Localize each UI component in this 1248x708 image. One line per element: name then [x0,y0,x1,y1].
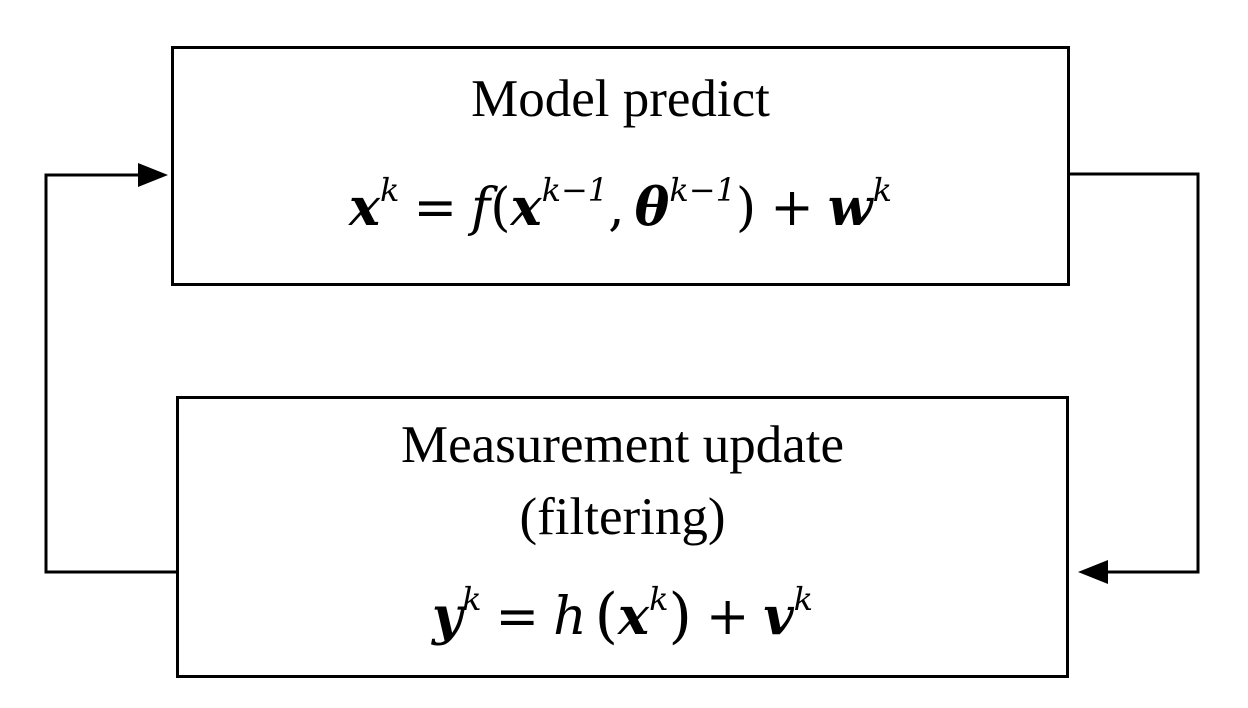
open-paren: ( [594,581,619,651]
model-predict-box: Model predict xk = f(xk−1, θk−1) + wk [171,46,1070,286]
measurement-update-title: Measurement update [401,416,844,474]
plus-sign: + [770,178,814,238]
state-lhs-superscript: k [380,171,400,209]
transition-function-f: f [471,178,491,238]
filtering-subtitle: (filtering) [519,488,726,546]
predict-to-update-connector [1070,172,1200,574]
model-predict-title: Model predict [471,70,770,128]
close-paren: ) [668,581,692,651]
observation-function-h: h [553,587,587,647]
measurement-noise-var-v: v [763,586,794,647]
equals-sign: = [495,587,540,647]
comma: , [608,178,625,238]
equals-sign: = [413,178,458,238]
state-superscript: k [649,580,669,618]
prev-state-superscript: k−1 [541,171,609,209]
plus-sign: + [705,587,750,647]
predict-to-update-arrowhead [1078,560,1108,584]
update-to-predict-arrowhead [138,163,168,187]
state-transition-equation: xk = f(xk−1, θk−1) + wk [174,171,1067,238]
open-paren: ( [490,178,511,238]
process-noise-superscript: k [872,171,892,209]
process-noise-var-w: w [827,177,873,238]
param-superscript: k−1 [669,171,736,209]
measurement-equation: yk = h (xk) + vk [179,579,1066,651]
close-paren: ) [735,178,757,238]
state-var-x: x [618,586,650,647]
measurement-update-box: Measurement update (filtering) yk = h (xk) +… [176,396,1069,678]
update-to-predict-connector [44,173,176,574]
state-var-x: x [349,177,381,238]
measurement-lhs-superscript: k [462,580,482,618]
measurement-noise-superscript: k [793,580,814,618]
param-var-theta: θ [634,177,670,238]
measurement-var-y: y [431,586,463,647]
prev-state-var-x: x [510,177,542,238]
